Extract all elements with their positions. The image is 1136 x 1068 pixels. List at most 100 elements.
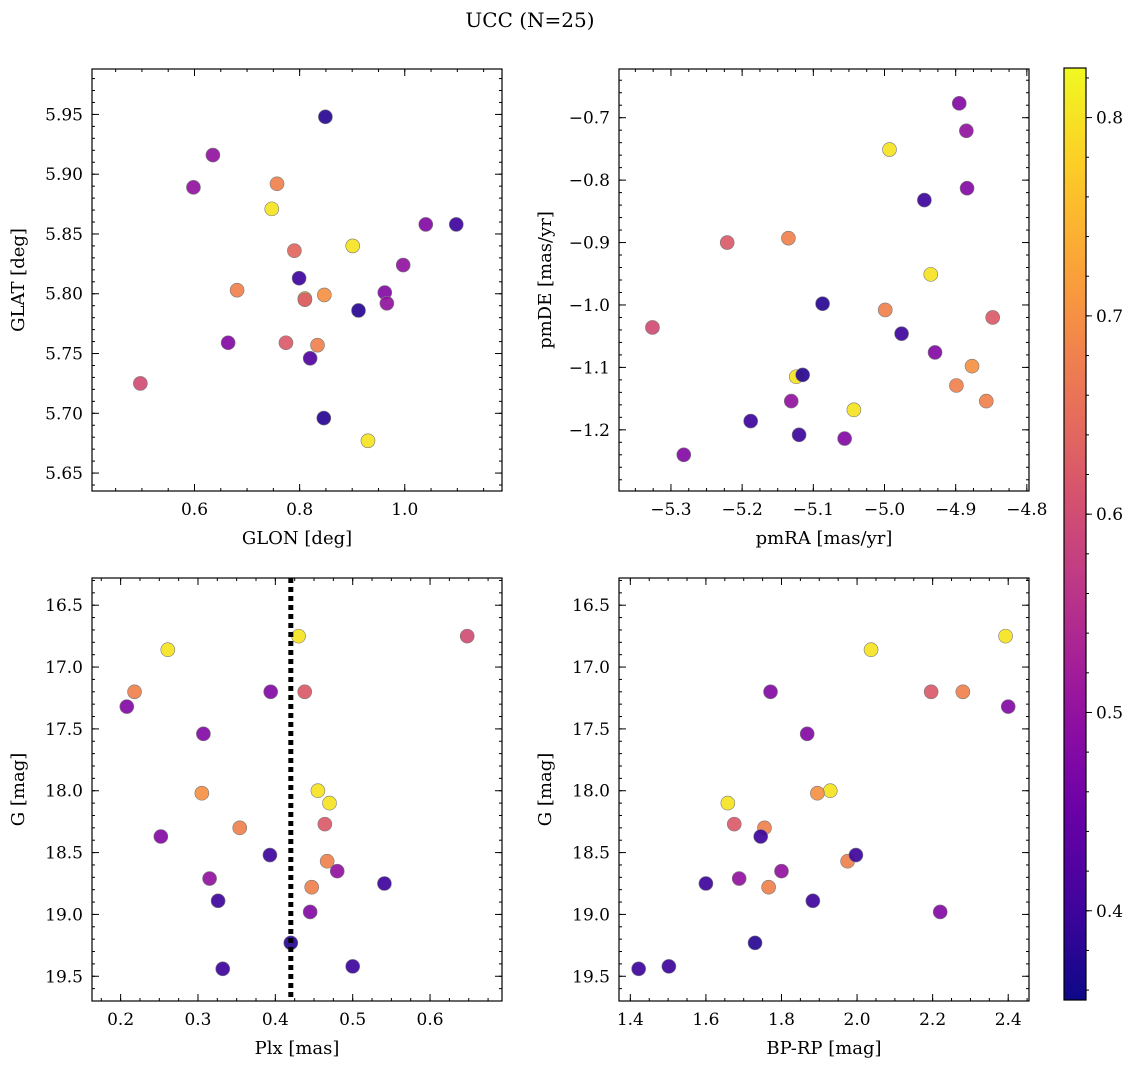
data-point xyxy=(133,376,148,391)
data-point xyxy=(837,431,852,446)
data-point xyxy=(846,402,862,418)
data-point xyxy=(310,337,325,353)
data-point xyxy=(882,142,897,157)
y-tick-label: 16.5 xyxy=(572,596,610,616)
data-point xyxy=(317,816,333,832)
data-point xyxy=(186,180,201,195)
y-tick-label: 18.0 xyxy=(572,782,610,802)
data-point xyxy=(955,684,971,700)
y-tick-label: 5.70 xyxy=(45,404,83,424)
data-point xyxy=(761,879,776,895)
scatter-points xyxy=(631,628,1016,977)
colorbar-tick-label: 0.6 xyxy=(1096,505,1123,525)
data-point xyxy=(932,904,948,920)
axes-frame xyxy=(618,577,1030,1002)
data-point xyxy=(302,904,318,920)
panel-plx-g: 0.2 0.3 0.4 0.5 0.6 16.5 17.0 17.5 18.0 18.5 19.0 1… xyxy=(8,577,503,1059)
data-point xyxy=(747,935,763,951)
data-point xyxy=(269,176,285,192)
data-point xyxy=(304,879,319,895)
y-tick-label: 18.0 xyxy=(45,782,83,802)
y-tick-label: 18.5 xyxy=(572,844,610,864)
figure-title: UCC (N=25) xyxy=(465,8,594,32)
colorbar: 0.4 0.5 0.6 0.7 0.8 xyxy=(1063,67,1123,1001)
x-tick-label: −5.2 xyxy=(722,500,763,520)
x-tick-label: 2.0 xyxy=(844,1010,871,1030)
y-axis-label: G [mag] xyxy=(8,753,29,826)
colorbar-tick-label: 0.5 xyxy=(1096,703,1123,723)
data-point xyxy=(951,96,967,111)
x-tick-label: 1.0 xyxy=(391,500,418,520)
axes-frame xyxy=(618,68,1030,492)
data-point xyxy=(763,684,778,700)
data-point xyxy=(310,783,326,799)
axes-frame xyxy=(91,577,503,1002)
y-tick-label: 16.5 xyxy=(45,596,83,616)
y-axis-label: GLAT [deg] xyxy=(8,228,29,332)
data-point xyxy=(964,358,980,374)
x-tick-label: 0.6 xyxy=(181,500,208,520)
colorbar-gradient xyxy=(1064,68,1086,1000)
data-point xyxy=(698,876,714,891)
x-tick-label: 1.4 xyxy=(617,1010,644,1030)
y-tick-label: 19.0 xyxy=(45,905,83,925)
data-point xyxy=(153,829,169,844)
data-point xyxy=(998,628,1013,644)
data-point xyxy=(215,961,231,977)
y-tick-label: 5.80 xyxy=(45,285,83,305)
panel-bprp-g: 1.4 1.6 1.8 2.0 2.2 2.4 16.5 17.0 17.5 18.0 18.5 19… xyxy=(535,577,1030,1059)
data-point xyxy=(205,147,221,163)
x-tick-label: −5.1 xyxy=(793,500,834,520)
data-point xyxy=(297,684,313,700)
data-point xyxy=(676,447,692,463)
colorbar-tick-label: 0.8 xyxy=(1096,109,1123,129)
scatter-points xyxy=(119,628,475,977)
x-tick-label: −4.9 xyxy=(935,500,976,520)
data-point xyxy=(329,863,345,879)
data-point xyxy=(978,393,994,409)
y-tick-label: 17.5 xyxy=(45,720,83,740)
y-tick-label: −1.1 xyxy=(569,358,610,378)
data-point xyxy=(194,785,210,801)
data-point xyxy=(848,847,864,863)
data-point xyxy=(799,726,815,742)
x-axis-label: BP-RP [mag] xyxy=(766,1038,881,1059)
data-point xyxy=(345,959,360,974)
data-point xyxy=(319,853,335,869)
x-tick-label: 0.5 xyxy=(339,1010,366,1030)
data-point xyxy=(753,829,769,844)
y-tick-label: 5.95 xyxy=(45,105,83,125)
data-point xyxy=(360,433,376,449)
data-point xyxy=(645,320,660,335)
y-tick-label: 19.5 xyxy=(45,967,83,987)
data-point xyxy=(287,243,302,259)
x-axis-label: Plx [mas] xyxy=(255,1038,340,1059)
data-point xyxy=(322,795,337,811)
colorbar-tick-label: 0.7 xyxy=(1096,307,1123,327)
data-point xyxy=(631,961,646,977)
data-point xyxy=(743,413,758,429)
x-tick-label: 0.4 xyxy=(262,1010,289,1030)
data-point xyxy=(894,326,909,341)
data-point xyxy=(731,871,747,886)
y-tick-label: −0.8 xyxy=(569,171,610,191)
data-point xyxy=(959,180,975,196)
y-tick-label: 17.5 xyxy=(572,720,610,740)
data-point xyxy=(783,393,799,409)
data-point xyxy=(263,684,278,700)
data-point xyxy=(805,893,821,909)
x-tick-label: 1.6 xyxy=(692,1010,719,1030)
data-point xyxy=(959,123,974,139)
data-point xyxy=(160,642,176,658)
data-point xyxy=(877,302,893,318)
data-point xyxy=(316,410,332,426)
data-point xyxy=(985,310,1000,325)
data-point xyxy=(459,628,475,644)
y-axis-label: G [mag] xyxy=(535,753,556,826)
data-point xyxy=(418,217,434,232)
data-point xyxy=(448,217,464,232)
data-point xyxy=(791,427,807,443)
data-point xyxy=(927,345,943,360)
data-point xyxy=(262,847,278,863)
data-point xyxy=(291,270,307,286)
